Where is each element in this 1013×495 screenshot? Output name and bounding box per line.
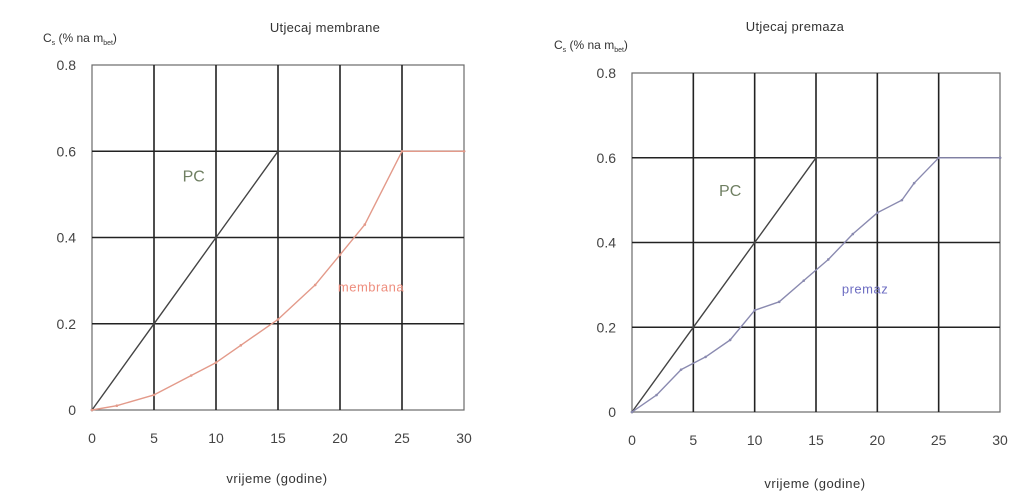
data-point-1	[338, 253, 342, 257]
x-tick-label: 0	[88, 430, 96, 446]
y-axis-label-part: s	[52, 40, 56, 47]
x-tick-label: 5	[689, 432, 697, 448]
x-tick-label: 10	[747, 432, 763, 448]
y-tick-label: 0.4	[597, 235, 617, 251]
series-annotation: membrana	[338, 279, 404, 294]
data-point-1	[753, 309, 756, 312]
x-axis-label: vrijeme (godine)	[764, 476, 865, 491]
y-tick-label: 0.8	[597, 65, 617, 81]
y-axis-label-part: C	[43, 31, 52, 45]
data-point-1	[239, 344, 243, 347]
series-annotation: PC	[719, 183, 741, 200]
data-point-1	[630, 410, 634, 414]
data-point-1	[655, 393, 658, 397]
data-point-1	[912, 181, 916, 185]
chart-title: Utjecaj premaza	[746, 19, 845, 34]
data-point-1	[214, 361, 218, 364]
x-tick-label: 15	[270, 430, 286, 446]
data-point-1	[900, 198, 904, 202]
x-tick-label: 25	[931, 432, 947, 448]
data-point-1	[998, 156, 1002, 160]
x-tick-label: 25	[394, 430, 410, 446]
y-tick-label: 0.4	[57, 230, 77, 246]
data-point-1	[276, 318, 280, 321]
series-annotation: premaz	[842, 281, 888, 296]
data-point-1	[937, 156, 940, 160]
data-point-1	[802, 279, 806, 282]
x-tick-label: 30	[456, 430, 472, 446]
y-tick-label: 0.8	[57, 57, 77, 73]
data-point-1	[679, 368, 683, 371]
y-tick-label: 0.2	[597, 319, 617, 335]
x-tick-label: 5	[150, 430, 158, 446]
y-tick-label: 0	[68, 402, 76, 418]
y-axis-label-part: bet	[103, 40, 113, 47]
chart-title: Utjecaj membrane	[270, 20, 380, 35]
data-point-1	[90, 408, 94, 412]
chart-premaz: 0 5 10 15 20 25 30 0 0.2 0.4 0.6 0.8 Utjecaj premaza…	[554, 19, 1008, 491]
data-point-0	[753, 241, 756, 244]
y-axis-label-part: )	[624, 38, 628, 52]
series-line-1	[91, 150, 464, 411]
data-point-1	[704, 355, 707, 359]
y-axis-label-part: (% na m	[566, 38, 614, 52]
y-axis-label-part: C	[554, 38, 563, 52]
data-point-1	[189, 374, 193, 377]
x-tick-label: 15	[808, 432, 824, 448]
y-axis-label-part: )	[113, 31, 117, 45]
y-axis-label: Cs (% na mbet)	[43, 31, 117, 47]
y-tick-label: 0.6	[57, 143, 77, 159]
data-point-1	[115, 404, 119, 407]
x-tick-label: 0	[628, 432, 636, 448]
chart-membrane: 0 5 10 15 20 25 30 0 0.2 0.4 0.6 0.8 Utjecaj membran…	[43, 20, 472, 486]
data-point-1	[313, 283, 317, 287]
x-tick-label: 20	[870, 432, 886, 448]
x-tick-label: 30	[992, 432, 1008, 448]
y-axis-label: Cs (% na mbet)	[554, 38, 628, 54]
x-tick-label: 10	[208, 430, 224, 446]
data-point-0	[276, 149, 280, 153]
data-point-0	[692, 325, 695, 329]
y-tick-label: 0	[608, 404, 616, 420]
data-point-0	[152, 322, 156, 326]
data-point-0	[214, 236, 218, 239]
data-point-1	[728, 338, 732, 342]
y-axis-label-part: bet	[614, 47, 624, 54]
data-point-0	[814, 156, 818, 160]
data-point-1	[851, 232, 855, 236]
y-axis-label-part: s	[563, 47, 567, 54]
y-tick-label: 0.2	[57, 316, 77, 332]
data-point-1	[152, 393, 156, 397]
series-annotation: PC	[183, 168, 205, 185]
data-point-1	[826, 258, 830, 261]
x-tick-label: 20	[332, 430, 348, 446]
data-point-1	[400, 149, 404, 153]
data-point-1	[462, 149, 466, 153]
y-axis-label-part: (% na m	[55, 31, 103, 45]
data-point-1	[876, 211, 879, 215]
y-tick-label: 0.6	[597, 150, 617, 166]
x-axis-label: vrijeme (godine)	[226, 471, 327, 486]
data-point-1	[777, 300, 781, 304]
data-point-1	[363, 223, 367, 226]
